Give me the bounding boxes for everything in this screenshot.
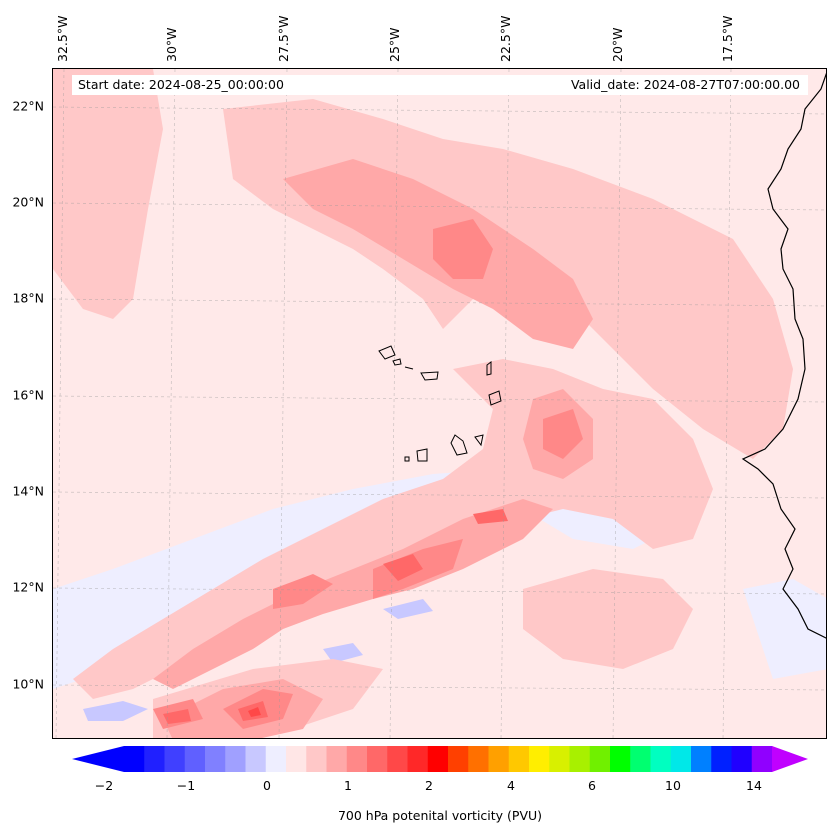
colorbar-cell <box>387 746 408 772</box>
colorbar-cell <box>549 746 570 772</box>
colorbar-cell <box>367 746 388 772</box>
colorbar-min-arrow <box>72 746 124 772</box>
lon-label-27.5w: 27.5°W <box>276 15 291 62</box>
colorbar-cell <box>205 746 226 772</box>
colorbar-cell <box>670 746 692 772</box>
colorbar-cell <box>529 746 550 772</box>
colorbar-cell <box>184 746 206 772</box>
lon-label-25w: 25°W <box>387 27 402 62</box>
pv-0-to-0.5 <box>53 69 793 738</box>
colorbar-cell <box>711 746 732 772</box>
colorbar-tick-2: 2 <box>425 778 433 793</box>
colorbar-cell <box>691 746 712 772</box>
pv-1-to-1.5 <box>153 219 583 729</box>
cape-verde-islands <box>378 345 502 462</box>
colorbar-tick-neg1: −1 <box>176 778 196 793</box>
lat-label-16n: 16°N <box>12 387 44 403</box>
colorbar-cell <box>306 746 327 772</box>
colorbar-cell <box>751 746 773 772</box>
colorbar-max-arrow <box>772 746 808 772</box>
pv-1.5-to-2 <box>163 509 508 724</box>
map-panel[interactable] <box>52 68 827 739</box>
colorbar-cell <box>265 746 287 772</box>
lon-label-30w: 30°W <box>164 27 179 62</box>
lat-label-22n: 22°N <box>12 98 44 114</box>
lon-label-17.5w: 17.5°W <box>720 15 735 62</box>
colorbar-cell <box>124 746 145 772</box>
date-info-bar: Start date: 2024-08-25_00:00:00 Valid_da… <box>72 75 808 95</box>
colorbar-cell <box>286 746 307 772</box>
colorbar-tick-6: 6 <box>588 778 596 793</box>
lat-label-10n: 10°N <box>12 676 44 692</box>
colorbar-tick-10: 10 <box>665 778 681 793</box>
potential-vorticity-field <box>53 69 826 738</box>
colorbar-cell <box>488 746 510 772</box>
graticule <box>53 69 826 738</box>
lat-label-20n: 20°N <box>12 194 44 210</box>
colorbar-cell <box>144 746 165 772</box>
colorbar-cell <box>650 746 672 772</box>
colorbar-cell <box>610 746 631 772</box>
colorbar <box>72 746 808 772</box>
colorbar-cell <box>225 746 246 772</box>
colorbar-tick-4: 4 <box>507 778 515 793</box>
lon-label-22.5w: 22.5°W <box>498 15 513 62</box>
colorbar-cell <box>448 746 469 772</box>
colorbar-cell <box>569 746 591 772</box>
colorbar-tick-neg2: −2 <box>94 778 114 793</box>
colorbar-cell <box>245 746 267 772</box>
colorbar-cell <box>468 746 489 772</box>
valid-date-label: Valid_date: 2024-08-27T07:00:00.00 <box>570 77 800 92</box>
lat-label-12n: 12°N <box>12 579 44 595</box>
lon-label-32.5w: 32.5°W <box>55 15 70 62</box>
colorbar-cell <box>508 746 530 772</box>
colorbar-cell <box>326 746 348 772</box>
colorbar-cell <box>427 746 449 772</box>
coastline <box>741 72 826 639</box>
colorbar-cell <box>164 746 186 772</box>
lat-label-14n: 14°N <box>12 483 44 499</box>
colorbar-cell <box>731 746 753 772</box>
colorbar-cell <box>589 746 611 772</box>
lon-label-20w: 20°W <box>610 27 625 62</box>
lat-label-18n: 18°N <box>12 290 44 306</box>
colorbar-cell <box>346 746 368 772</box>
colorbar-cell <box>407 746 429 772</box>
colorbar-cell <box>630 746 651 772</box>
colorbar-tick-0: 0 <box>263 778 271 793</box>
pv-2-to-2.5 <box>248 707 261 717</box>
start-date-label: Start date: 2024-08-25_00:00:00 <box>78 77 284 92</box>
colorbar-label: 700 hPa potenital vorticity (PVU) <box>337 808 543 823</box>
colorbar-tick-1: 1 <box>344 778 352 793</box>
colorbar-tick-14: 14 <box>746 778 762 793</box>
negative-pv-stronger <box>83 599 433 721</box>
